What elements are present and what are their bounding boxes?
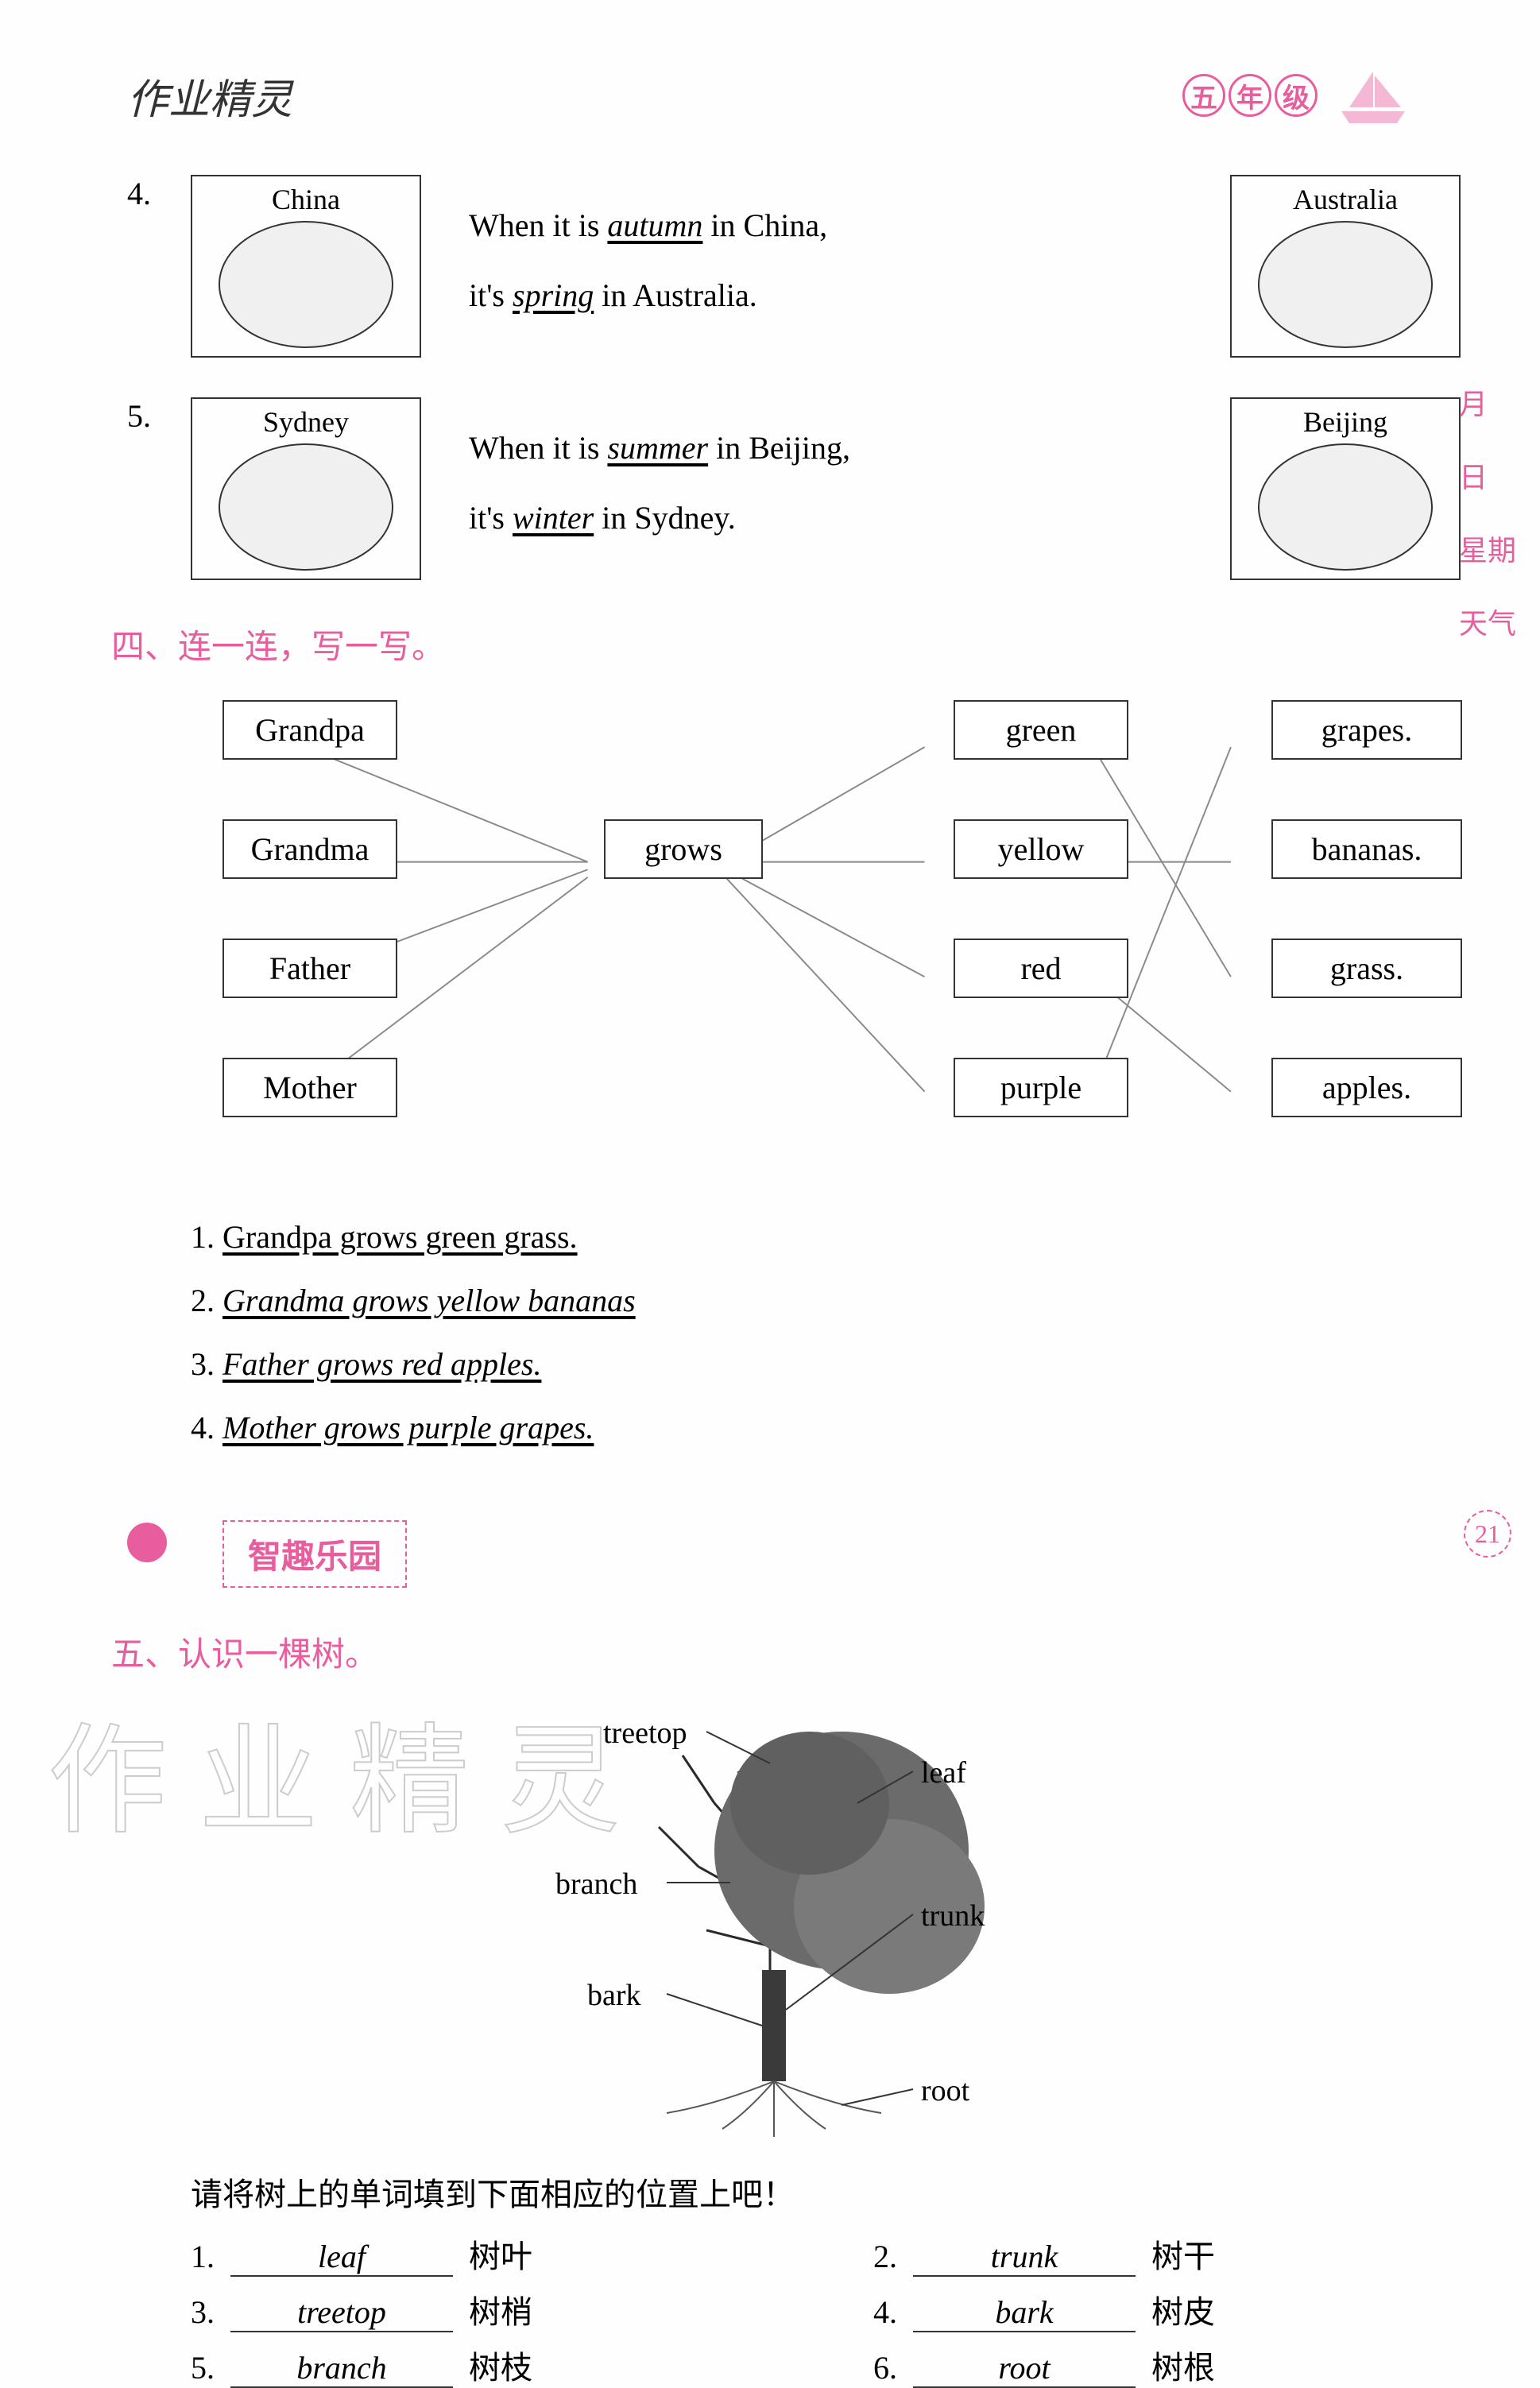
image-label: Sydney — [263, 405, 349, 439]
vocab-answer: trunk — [913, 2238, 1136, 2277]
section-4-title: 四、连一连，写一写。 — [111, 620, 1461, 668]
page-number: 21 — [1464, 1510, 1511, 1558]
match-word-box: grows — [604, 819, 763, 879]
china-autumn-image — [199, 219, 413, 350]
vocab-answer: leaf — [230, 2238, 453, 2277]
workbook-title: 作业精灵 — [127, 66, 292, 126]
answer-line: 3. Father grows red apples. — [191, 1336, 1461, 1393]
matching-exercise: Grandpa Grandma Father Mother grows green yell… — [159, 700, 1461, 1177]
sentence-block: When it is autumn in China, it's spring … — [445, 175, 1206, 346]
mascot-icon — [127, 1523, 167, 1562]
month-label: 月 — [1459, 381, 1516, 423]
page-header: 作业精灵 五 年 级 — [79, 64, 1461, 127]
answer-line: 2. Grandma grows yellow bananas — [191, 1272, 1461, 1329]
image-label: Australia — [1293, 183, 1398, 216]
vocab-answer: bark — [913, 2293, 1136, 2332]
boat-icon — [1333, 64, 1413, 127]
match-word-box: green — [954, 700, 1128, 760]
image-label: China — [272, 183, 340, 216]
match-word-box: red — [954, 939, 1128, 998]
fun-zone-badge: 智趣乐园 — [222, 1520, 407, 1588]
match-word-box: grapes. — [1271, 700, 1462, 760]
match-word-box: Father — [222, 939, 397, 998]
china-image-box: China — [191, 175, 421, 358]
question-4: 4. China When it is autumn in China, it'… — [79, 175, 1461, 358]
bark-label: bark — [587, 1978, 641, 2013]
australia-image-box: Australia — [1230, 175, 1461, 358]
sentence-block: When it is summer in Beijing, it's winte… — [445, 397, 1206, 569]
weekday-label: 星期 — [1459, 528, 1516, 569]
vocab-item: 3.treetop树梢 — [191, 2286, 778, 2332]
vocab-answer: branch — [230, 2349, 453, 2388]
day-label: 日 — [1459, 455, 1516, 496]
sydney-winter-image — [199, 442, 413, 572]
question-5: 5. Sydney When it is summer in Beijing, … — [79, 397, 1461, 580]
vocab-item: 2.trunk树干 — [873, 2231, 1461, 2277]
answer-line: 1. Grandpa grows green grass. — [191, 1209, 1461, 1266]
match-word-box: Grandpa — [222, 700, 397, 760]
vocab-item: 5.branch树枝 — [191, 2342, 778, 2388]
sydney-image-box: Sydney — [191, 397, 421, 580]
grade-char: 五 — [1182, 74, 1225, 117]
vocab-answer: root — [913, 2349, 1136, 2388]
match-word-box: Grandma — [222, 819, 397, 879]
australia-spring-image — [1238, 219, 1453, 350]
tree-image — [412, 1708, 1128, 2153]
grade-char: 级 — [1275, 74, 1318, 117]
match-word-box: apples. — [1271, 1058, 1462, 1117]
answer-blank: spring — [513, 277, 594, 313]
branch-label: branch — [555, 1867, 637, 1902]
answer-line: 4. Mother grows purple grapes. — [191, 1399, 1461, 1457]
grade-indicator: 五 年 级 — [1182, 64, 1413, 127]
question-number: 5. — [127, 397, 167, 435]
vocab-item: 4.bark树皮 — [873, 2286, 1461, 2332]
answer-blank: autumn — [607, 207, 702, 243]
answer-blank: winter — [513, 500, 594, 536]
section-5-title: 五、认识一棵树。 — [111, 1627, 1461, 1676]
vocab-grid: 1.leaf树叶 2.trunk树干 3.treetop树梢 4.bark树皮 5.br… — [191, 2231, 1461, 2388]
vocab-answer: treetop — [230, 2293, 453, 2332]
trunk-label: trunk — [921, 1898, 985, 1933]
grade-badge: 五 年 级 — [1182, 74, 1318, 117]
tree-diagram: treetop leaf branch trunk bark root — [412, 1708, 1128, 2153]
grade-char: 年 — [1229, 74, 1271, 117]
leaf-label: leaf — [921, 1755, 966, 1790]
match-word-box: bananas. — [1271, 819, 1462, 879]
beijing-summer-image — [1238, 442, 1453, 572]
beijing-image-box: Beijing — [1230, 397, 1461, 580]
vocab-item: 1.leaf树叶 — [191, 2231, 778, 2277]
date-weather-labels: 月 日 星期 天气 — [1459, 381, 1516, 642]
match-word-box: Mother — [222, 1058, 397, 1117]
image-label: Beijing — [1303, 405, 1387, 439]
match-word-box: grass. — [1271, 939, 1462, 998]
sentence-answers: 1. Grandpa grows green grass. 2. Grandma … — [191, 1209, 1461, 1457]
root-label: root — [921, 2073, 969, 2108]
question-number: 4. — [127, 175, 167, 212]
treetop-label: treetop — [603, 1716, 687, 1751]
vocab-instruction: 请将树上的单词填到下面相应的位置上吧！ — [191, 2169, 1461, 2215]
match-word-box: purple — [954, 1058, 1128, 1117]
answer-blank: summer — [607, 430, 708, 466]
weather-label: 天气 — [1459, 601, 1516, 642]
match-word-box: yellow — [954, 819, 1128, 879]
vocab-item: 6.root树根 — [873, 2342, 1461, 2388]
